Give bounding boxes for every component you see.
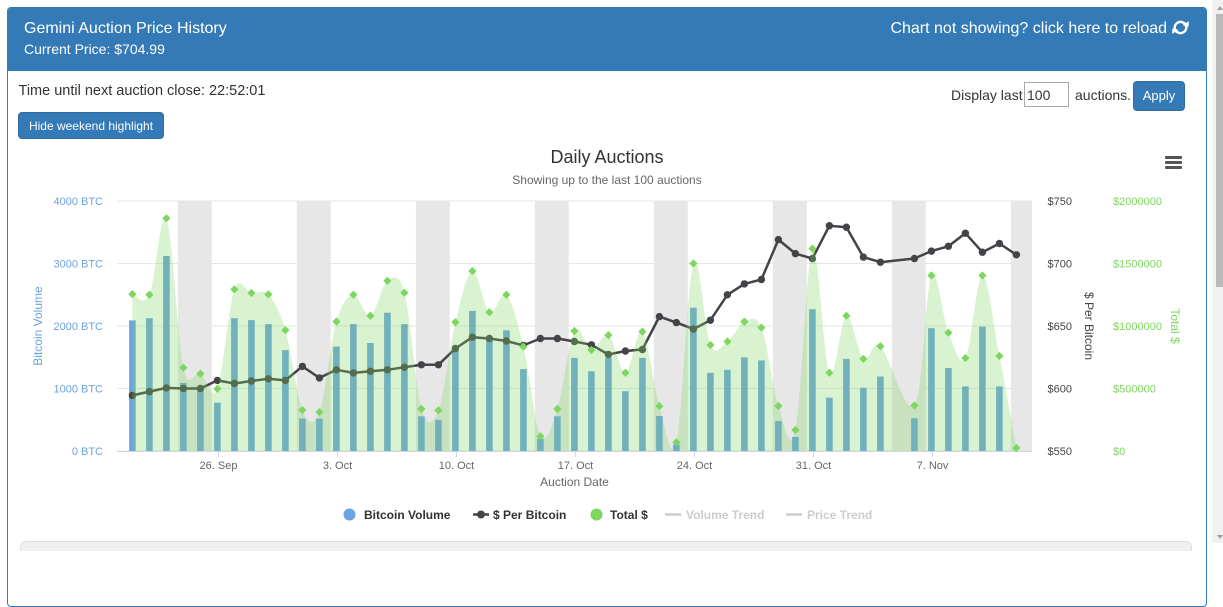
svg-text:4000 BTC: 4000 BTC: [53, 196, 103, 208]
svg-text:Daily Auctions: Daily Auctions: [550, 147, 663, 167]
svg-text:$550: $550: [1048, 446, 1072, 458]
svg-text:$1500000: $1500000: [1113, 259, 1162, 271]
svg-text:7. Nov: 7. Nov: [917, 460, 949, 472]
svg-text:$650: $650: [1048, 321, 1072, 333]
svg-text:1000 BTC: 1000 BTC: [53, 384, 103, 396]
svg-text:2000 BTC: 2000 BTC: [53, 321, 103, 333]
svg-text:Price Trend: Price Trend: [807, 508, 872, 522]
svg-text:$ Per Bitcoin: $ Per Bitcoin: [1082, 292, 1096, 360]
svg-text:Bitcoin Volume: Bitcoin Volume: [31, 286, 45, 366]
svg-text:Showing up to the last 100 auc: Showing up to the last 100 auctions: [512, 173, 701, 187]
svg-text:24. Oct: 24. Oct: [677, 460, 712, 472]
svg-text:Volume Trend: Volume Trend: [686, 508, 764, 522]
svg-text:$1000000: $1000000: [1113, 321, 1162, 333]
svg-text:10. Oct: 10. Oct: [439, 460, 474, 472]
svg-text:$700: $700: [1048, 259, 1072, 271]
svg-text:$500000: $500000: [1113, 384, 1156, 396]
svg-text:17. Oct: 17. Oct: [558, 460, 593, 472]
svg-text:Bitcoin Volume: Bitcoin Volume: [364, 508, 451, 522]
svg-text:26. Sep: 26. Sep: [200, 460, 238, 472]
svg-text:$750: $750: [1048, 196, 1072, 208]
svg-text:Auction Date: Auction Date: [540, 475, 609, 489]
svg-text:Total $: Total $: [1168, 308, 1182, 344]
svg-text:3. Oct: 3. Oct: [323, 460, 352, 472]
svg-text:Total $: Total $: [610, 508, 648, 522]
svg-text:$2000000: $2000000: [1113, 196, 1162, 208]
svg-text:$ Per Bitcoin: $ Per Bitcoin: [493, 508, 566, 522]
svg-text:$600: $600: [1048, 384, 1072, 396]
svg-text:$0: $0: [1113, 446, 1125, 458]
svg-text:31. Oct: 31. Oct: [796, 460, 831, 472]
svg-text:0 BTC: 0 BTC: [72, 446, 103, 458]
svg-text:3000 BTC: 3000 BTC: [53, 259, 103, 271]
